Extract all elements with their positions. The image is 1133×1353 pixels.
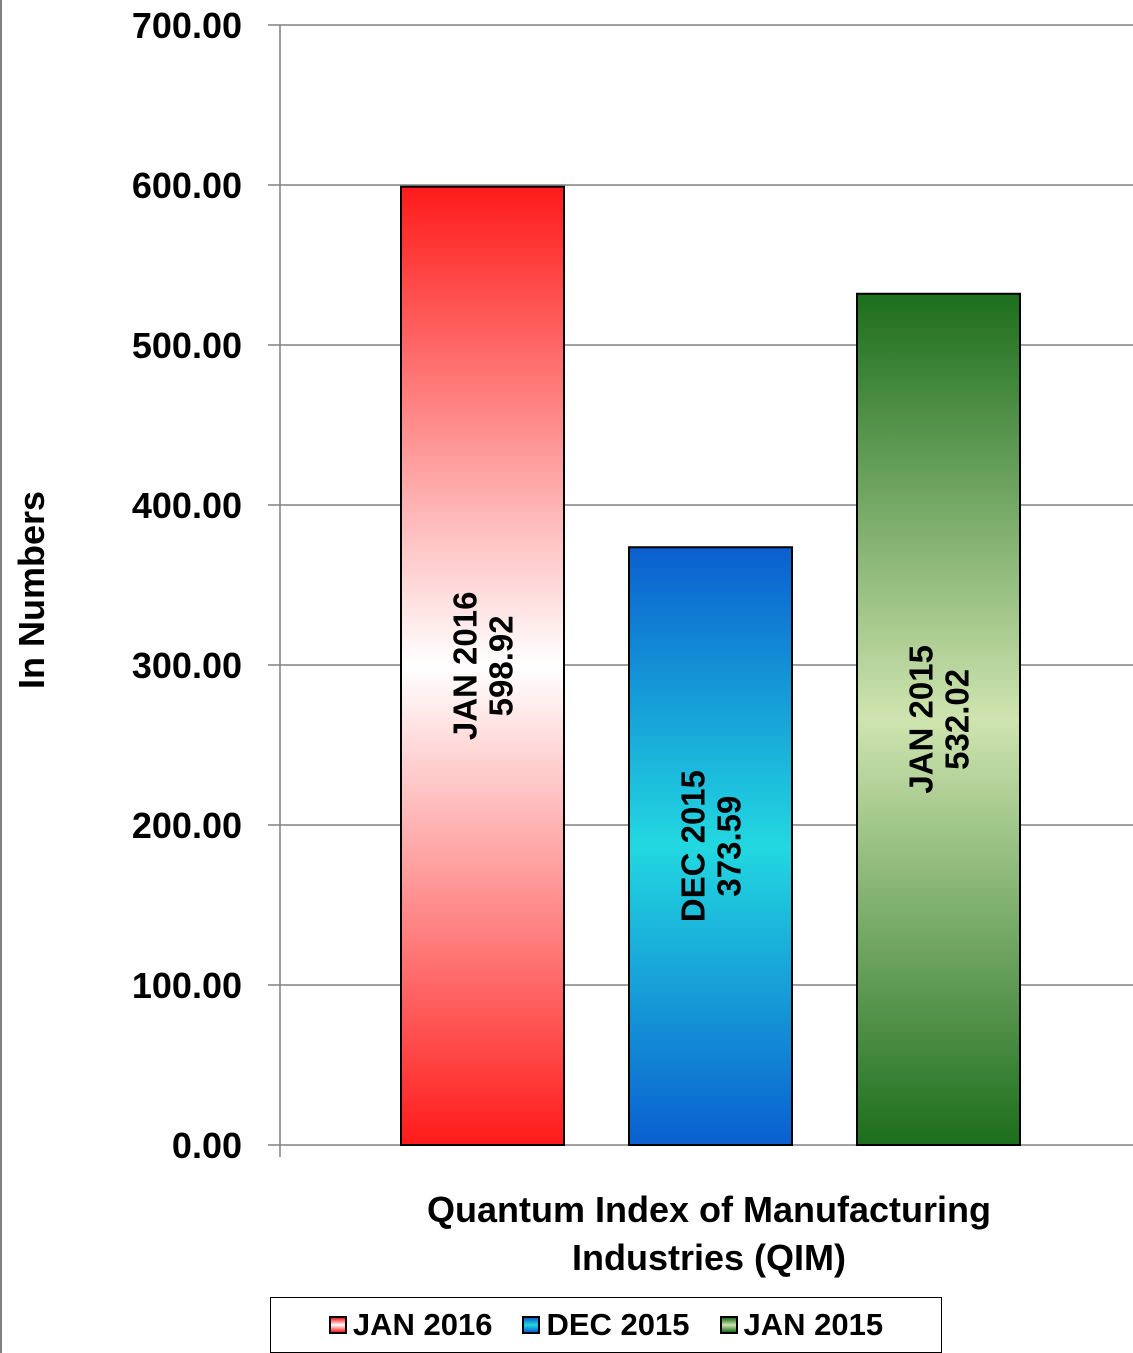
bar-category-label: JAN 2015 <box>903 645 940 794</box>
bars <box>400 185 1021 1146</box>
y-tick-label: 600.00 <box>132 165 242 206</box>
y-tick-label: 700.00 <box>132 5 242 46</box>
x-axis-title-line2: Industries (QIM) <box>572 1237 846 1278</box>
y-tick-label: 300.00 <box>132 645 242 686</box>
bar <box>856 292 1021 1146</box>
legend-swatch <box>719 1316 738 1334</box>
legend-swatch <box>328 1316 347 1334</box>
bar-category-label: JAN 2016 <box>447 592 484 741</box>
legend-label: JAN 2016 <box>352 1307 493 1342</box>
y-tick-label: 400.00 <box>132 485 242 526</box>
legend-item: DEC 2015 <box>522 1307 690 1343</box>
legend-label: DEC 2015 <box>546 1307 690 1342</box>
bar-value-label: 598.92 <box>483 615 520 716</box>
y-tick-label: 500.00 <box>132 325 242 366</box>
bar-labels: JAN 2016 598.92 DEC 2015 373.59 JAN 2015 532.… <box>447 592 976 923</box>
bar-value-label: 532.02 <box>939 669 976 770</box>
y-axis-title: In Numbers <box>11 491 52 689</box>
legend-label: JAN 2015 <box>743 1307 884 1342</box>
y-tick-label: 100.00 <box>132 965 242 1006</box>
bar <box>400 185 565 1146</box>
x-axis-title-line1: Quantum Index of Manufacturing <box>427 1189 991 1230</box>
bar-data-label: JAN 2015 532.02 <box>903 645 976 794</box>
y-tick-label: 0.00 <box>172 1125 242 1166</box>
y-tick-label: 200.00 <box>132 805 242 846</box>
bar-data-label: JAN 2016 598.92 <box>447 592 520 741</box>
legend-item: JAN 2015 <box>719 1307 884 1343</box>
legend-item: JAN 2016 <box>328 1307 493 1343</box>
bar <box>628 546 793 1146</box>
bar-category-label: DEC 2015 <box>675 770 712 922</box>
bar-chart: 0.00 100.00 200.00 300.00 400.00 500.00 600.00… <box>11 5 1133 1278</box>
legend: JAN 2016 DEC 2015 JAN 2015 <box>270 1297 942 1353</box>
legend-swatch <box>522 1316 541 1334</box>
y-tick-labels: 0.00 100.00 200.00 300.00 400.00 500.00 600.00… <box>132 5 242 1166</box>
bar-value-label: 373.59 <box>711 796 748 897</box>
bar-data-label: DEC 2015 373.59 <box>675 770 748 922</box>
